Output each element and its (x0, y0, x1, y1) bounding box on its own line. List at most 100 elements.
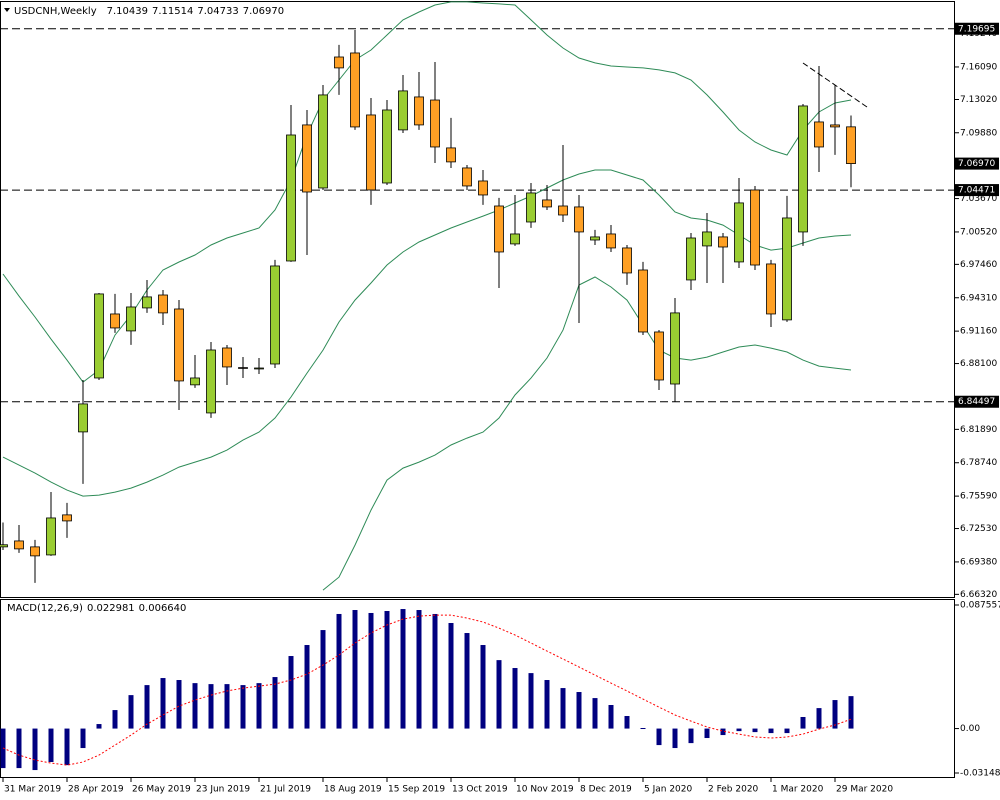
candle-body (62, 514, 72, 522)
candle-body (734, 202, 744, 263)
candle-body (350, 52, 360, 128)
y-tick-label: 6.97460 (960, 260, 997, 270)
candle-body (254, 367, 264, 370)
macd-bar (544, 680, 550, 729)
macd-bar (688, 728, 694, 744)
candle-body (286, 134, 296, 262)
candle-body (158, 294, 168, 314)
candle-body (558, 205, 568, 216)
y-tick-label: 6.81890 (960, 425, 997, 435)
candle-body (638, 269, 648, 333)
macd-bar (704, 728, 710, 739)
macd-name: MACD(12,26,9) (7, 603, 83, 614)
candle-body (702, 231, 712, 247)
y-tick-label: 6.94310 (960, 293, 997, 303)
candle-body (398, 90, 408, 131)
macd-bar (160, 678, 166, 729)
x-tick-label: 31 Mar 2019 (4, 785, 61, 795)
macd-bar (96, 724, 102, 729)
macd-bar (656, 728, 662, 746)
candle-body (670, 312, 680, 385)
macd-bar (272, 677, 278, 729)
candle-body (718, 236, 728, 248)
macd-bar (416, 610, 422, 729)
macd-bar (464, 633, 470, 729)
y-tick-label: 7.09880 (960, 128, 997, 138)
macd-bar (240, 685, 246, 729)
signal-line (2, 614, 852, 766)
macd-bar (528, 673, 534, 729)
x-tick-label: 13 Oct 2019 (452, 785, 508, 795)
candle-body (382, 109, 392, 184)
y-tick-label: 7.13020 (960, 95, 997, 105)
candle-body (766, 263, 776, 315)
x-tick-label: 2 Feb 2020 (708, 785, 759, 795)
macd-bar (128, 695, 134, 729)
x-tick-label: 28 Apr 2019 (68, 785, 124, 795)
macd-bar (144, 685, 150, 729)
level-label: 7.04471 (958, 186, 995, 196)
macd-bar (560, 688, 566, 729)
macd-bar (768, 728, 774, 734)
macd-bar (512, 668, 518, 729)
macd-signal: 0.006640 (139, 603, 187, 614)
x-tick-label: 26 May 2019 (132, 785, 191, 795)
menu-arrow (4, 8, 10, 12)
y-tick-label: 7.00520 (960, 227, 997, 237)
level-label: 6.84497 (958, 397, 995, 407)
x-tick-label: 10 Nov 2019 (516, 785, 574, 795)
macd-bar (720, 728, 726, 736)
candle-body (110, 313, 120, 329)
high: 7.11514 (152, 6, 193, 17)
candle-body (494, 205, 504, 253)
candle-body (94, 293, 104, 379)
price-label-box (955, 157, 999, 170)
candle-body (606, 233, 616, 249)
low: 7.04733 (197, 6, 238, 17)
candle-body (78, 403, 88, 433)
macd-bar (640, 728, 646, 730)
macd-bar (496, 660, 502, 729)
x-tick-label: 23 Jun 2019 (196, 785, 250, 795)
macd-bar (32, 728, 38, 771)
y-tick-label: 6.72530 (960, 524, 997, 534)
level-label: 7.19695 (958, 24, 995, 34)
macd-bar (800, 716, 806, 729)
macd-bar (816, 708, 822, 729)
macd-bar (368, 612, 374, 729)
close: 7.06970 (243, 6, 284, 17)
y-tick-label: 6.91160 (960, 327, 997, 337)
macd-bar (256, 683, 262, 729)
macd-bar (448, 623, 454, 729)
macd-bar (288, 656, 294, 729)
macd-bar (80, 728, 86, 749)
y-tick-label: 6.88100 (960, 359, 997, 369)
band-middle (2, 169, 852, 497)
symbol: USDCNH,Weekly (14, 6, 97, 17)
candle-body (622, 247, 632, 274)
candle-body (270, 265, 280, 365)
macd-bar (336, 613, 342, 729)
candle-body (574, 206, 584, 233)
y-tick-label: 0.00 (960, 724, 980, 734)
y-tick-label: 7.03670 (960, 194, 997, 204)
candle-body (14, 540, 24, 550)
y-tick-label: 6.69380 (960, 557, 997, 567)
macd-header: MACD(12,26,9) 0.022981 0.006640 (7, 603, 186, 614)
macd-bar (224, 684, 230, 729)
macd-bar (752, 728, 758, 733)
candle-body (750, 189, 760, 266)
candle-body (830, 124, 840, 128)
candle-body (238, 367, 248, 369)
candle-body (30, 546, 40, 557)
x-tick-label: 8 Dec 2019 (580, 785, 632, 795)
macd-bar (608, 704, 614, 729)
candle-body (686, 237, 696, 281)
candle-body (142, 296, 152, 309)
band-upper (2, 1, 852, 383)
candle-body (846, 126, 856, 164)
macd-bar (784, 728, 790, 734)
candle-body (318, 94, 328, 189)
level-label-box (955, 395, 999, 408)
